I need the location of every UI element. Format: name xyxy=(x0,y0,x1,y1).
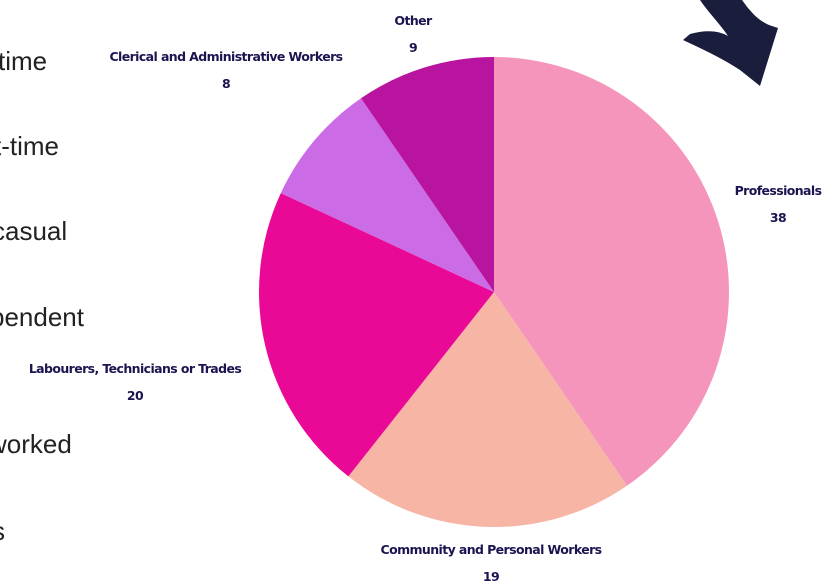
slice-label: Clerical and Administrative Workers xyxy=(109,49,342,64)
pie-slice xyxy=(361,57,494,292)
slice-value: 38 xyxy=(770,210,786,225)
slice-label: Labourers, Technicians or Trades xyxy=(29,361,242,376)
pie-slice xyxy=(259,193,494,477)
pie-slice xyxy=(280,98,494,293)
slice-value: 8 xyxy=(222,76,230,91)
slice-value: 19 xyxy=(483,569,499,583)
pie-slice xyxy=(494,57,729,486)
list-item: pendent xyxy=(0,302,85,332)
list-item: t-time xyxy=(0,131,59,161)
slice-value: 20 xyxy=(127,388,144,403)
slice-label: Other xyxy=(394,13,433,28)
list-item: worked xyxy=(0,429,72,459)
slice-label: Professionals xyxy=(735,183,822,198)
arrow-decoration xyxy=(683,0,778,86)
pie-slice xyxy=(348,292,627,527)
list-item: s xyxy=(0,516,5,546)
list-item: casual xyxy=(0,216,67,246)
slice-label: Community and Personal Workers xyxy=(381,542,602,557)
slice-value: 9 xyxy=(409,40,417,55)
side-text: time t-time casual pendent worked s xyxy=(0,46,85,546)
list-item: time xyxy=(0,46,47,76)
